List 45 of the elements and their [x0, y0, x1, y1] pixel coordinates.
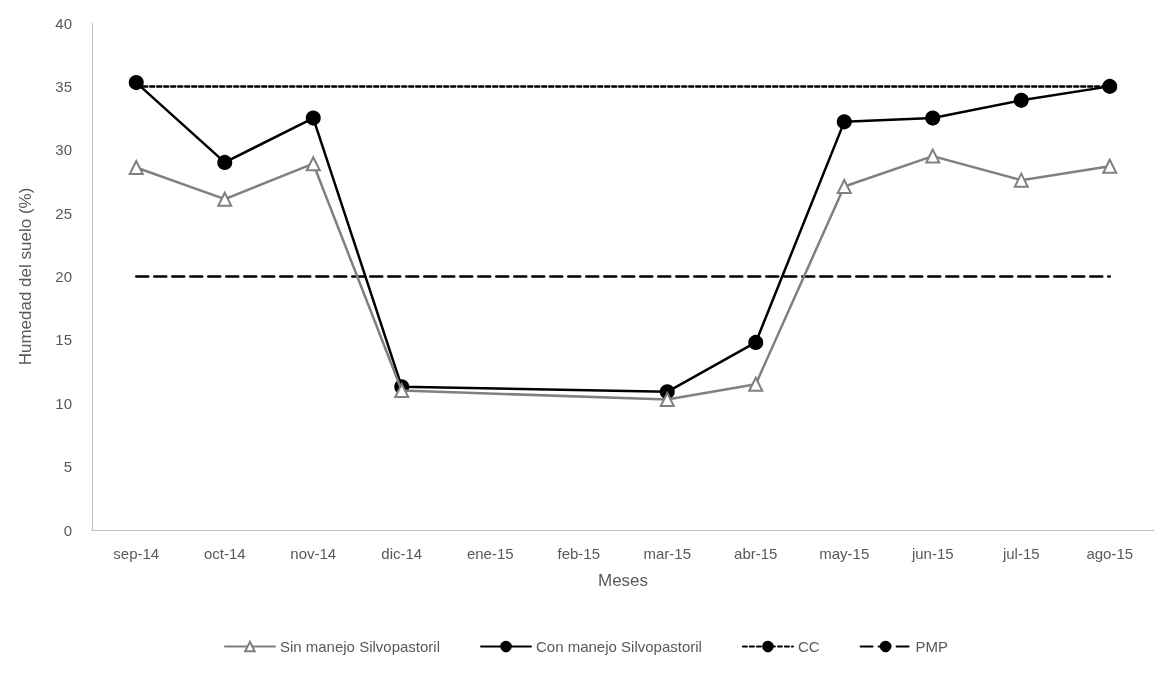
- y-tick-label: 25: [55, 204, 72, 222]
- point: [128, 159, 144, 175]
- x-axis-title: Meses: [597, 571, 649, 590]
- point: [925, 110, 941, 126]
- point: [659, 391, 675, 407]
- y-axis-title: Humedad del suelo (%): [16, 187, 35, 366]
- point: [305, 110, 321, 126]
- legend-label: Con manejo Silvopastoril: [536, 638, 702, 655]
- point: [1013, 92, 1029, 108]
- point: [925, 148, 941, 164]
- point: [394, 383, 410, 399]
- x-tick-label: mar-15: [643, 545, 692, 562]
- y-tick-label: 35: [55, 77, 72, 95]
- point: [1013, 172, 1029, 188]
- x-tick-label: ago-15: [1086, 545, 1134, 562]
- point: [1102, 158, 1118, 174]
- x-tick-label: sep-14: [113, 545, 160, 562]
- x-tick-label: jun-15: [910, 545, 954, 562]
- y-tick-label: 15: [55, 331, 72, 349]
- point: [748, 334, 764, 350]
- point: [836, 114, 852, 130]
- point: [128, 75, 144, 91]
- x-tick-label: ene-15: [466, 545, 514, 562]
- x-tick-label: may-15: [819, 545, 870, 562]
- point: [305, 156, 321, 172]
- x-tick-label: dic-14: [381, 545, 423, 562]
- legend-label: Sin manejo Silvopastoril: [279, 638, 440, 655]
- y-tick-label: 20: [55, 268, 72, 285]
- legend-label: CC: [797, 638, 820, 655]
- point: [217, 191, 233, 207]
- point: [1102, 78, 1118, 94]
- legend-label: PMP: [915, 638, 949, 655]
- x-tick-label: jul-15: [1001, 545, 1040, 562]
- point: [748, 376, 764, 392]
- point: [217, 154, 233, 170]
- y-tick-label: 30: [55, 141, 72, 159]
- y-tick-label: 0: [63, 521, 72, 539]
- point: [836, 179, 852, 195]
- x-tick-label: feb-15: [557, 545, 601, 562]
- x-tick-label: nov-14: [290, 545, 337, 562]
- x-tick-label: abr-15: [734, 545, 778, 562]
- y-tick-label: 5: [63, 458, 72, 476]
- y-tick-label: 10: [55, 394, 72, 412]
- x-tick-label: oct-14: [203, 545, 246, 562]
- y-tick-label: 40: [55, 14, 72, 32]
